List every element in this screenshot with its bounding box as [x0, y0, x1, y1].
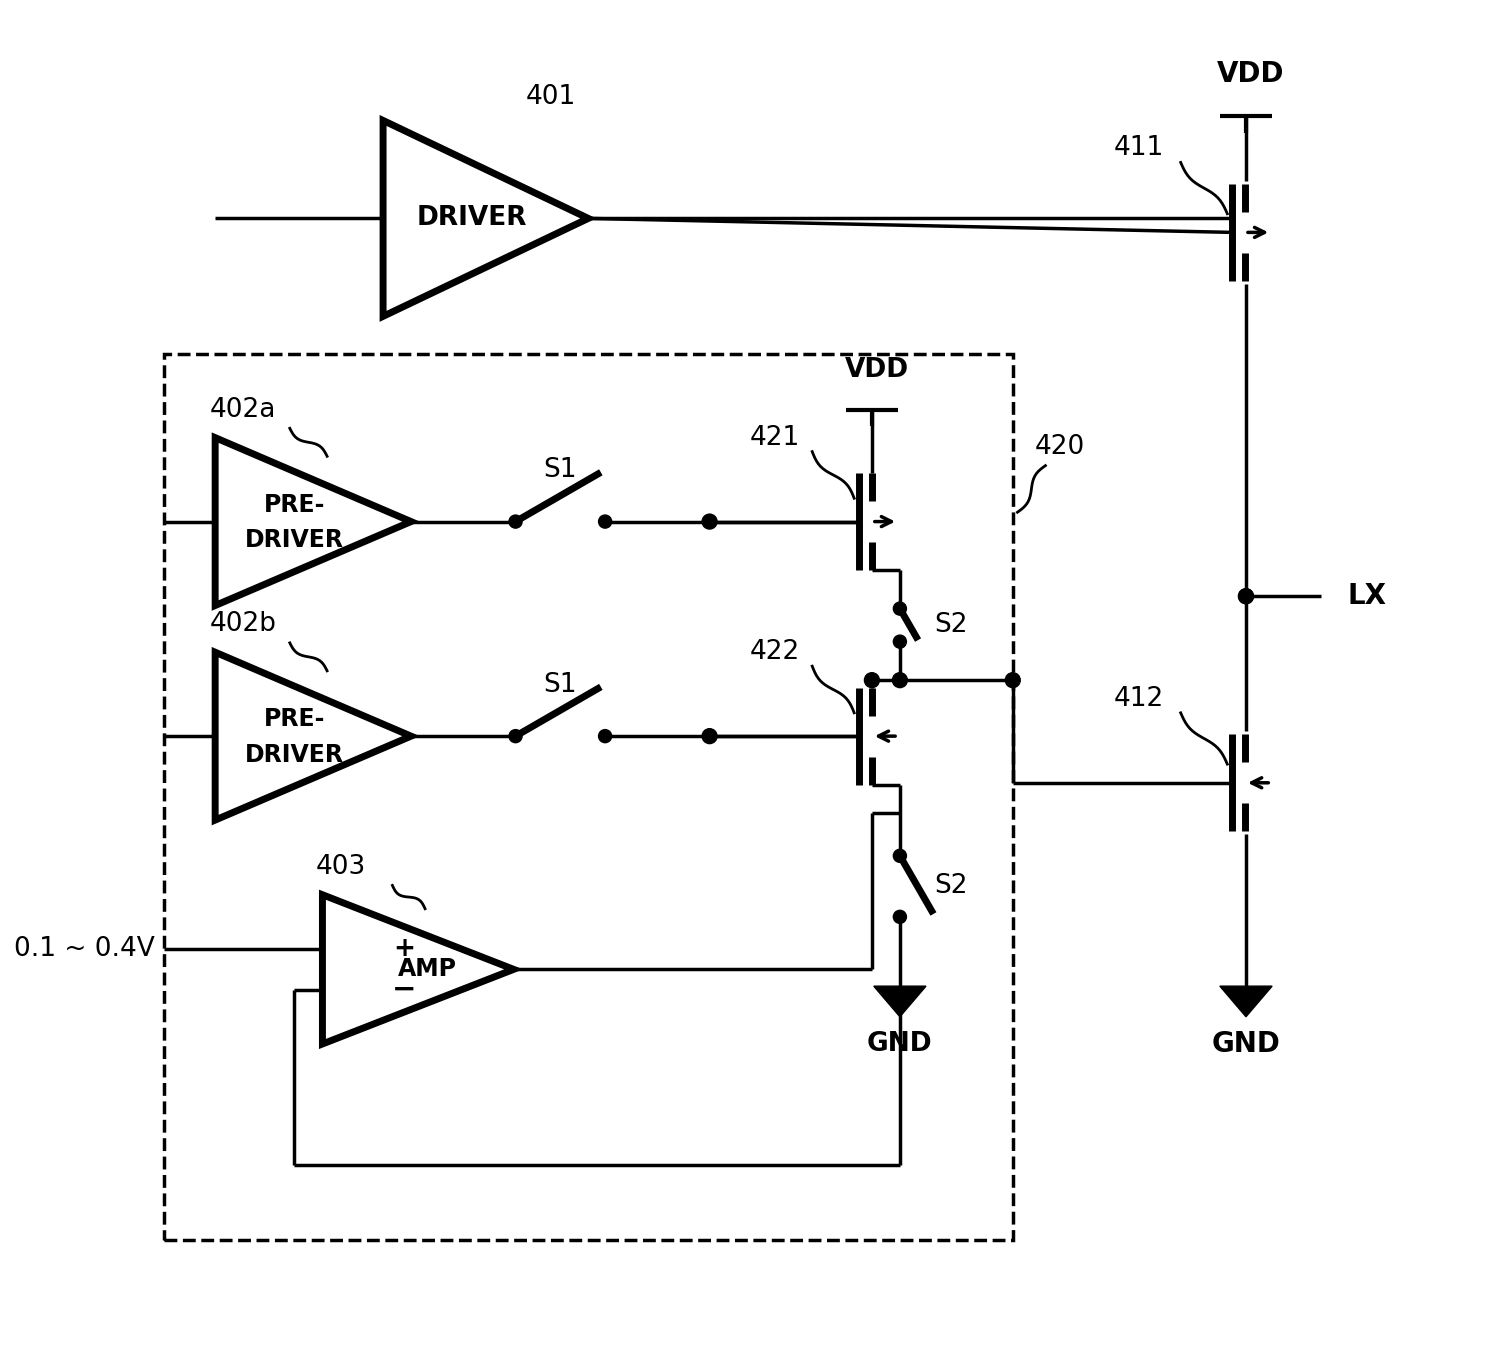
Text: 401: 401 — [526, 85, 577, 111]
Text: 422: 422 — [749, 639, 801, 665]
Text: 403: 403 — [315, 853, 366, 879]
Circle shape — [894, 849, 906, 863]
Text: 402b: 402b — [210, 612, 276, 637]
Circle shape — [509, 515, 523, 528]
Circle shape — [892, 673, 907, 688]
Circle shape — [599, 515, 611, 528]
Circle shape — [1239, 588, 1254, 603]
Text: 0.1 ~ 0.4V: 0.1 ~ 0.4V — [14, 936, 155, 962]
Circle shape — [599, 730, 611, 743]
Circle shape — [894, 602, 906, 616]
Text: 421: 421 — [749, 425, 801, 450]
Text: AMP: AMP — [398, 957, 457, 981]
Text: DRIVER: DRIVER — [416, 205, 527, 232]
Text: −: − — [392, 976, 416, 1003]
Circle shape — [1005, 673, 1020, 688]
Text: S1: S1 — [544, 672, 577, 698]
Text: +: + — [394, 936, 415, 962]
Text: LX: LX — [1347, 583, 1386, 610]
Circle shape — [509, 730, 523, 743]
Text: PRE-: PRE- — [264, 707, 324, 732]
Polygon shape — [1220, 986, 1272, 1017]
Text: VDD: VDD — [844, 358, 909, 384]
Text: 402a: 402a — [210, 397, 276, 423]
Text: PRE-: PRE- — [264, 493, 324, 517]
Text: DRIVER: DRIVER — [245, 743, 344, 767]
Text: GND: GND — [1212, 1031, 1280, 1058]
Circle shape — [865, 673, 879, 688]
Text: S2: S2 — [934, 612, 967, 637]
Bar — [164, 354, 1012, 1239]
Circle shape — [894, 910, 906, 923]
Text: GND: GND — [867, 1031, 933, 1057]
Polygon shape — [874, 986, 927, 1017]
Circle shape — [701, 515, 716, 530]
Text: 412: 412 — [1113, 685, 1164, 711]
Text: S2: S2 — [934, 874, 967, 900]
Text: VDD: VDD — [1217, 60, 1284, 87]
Text: 411: 411 — [1113, 135, 1164, 161]
Text: S1: S1 — [544, 457, 577, 483]
Text: 420: 420 — [1035, 434, 1084, 460]
Circle shape — [894, 635, 906, 648]
Circle shape — [1239, 588, 1254, 603]
Text: DRIVER: DRIVER — [245, 528, 344, 553]
Circle shape — [701, 729, 716, 744]
